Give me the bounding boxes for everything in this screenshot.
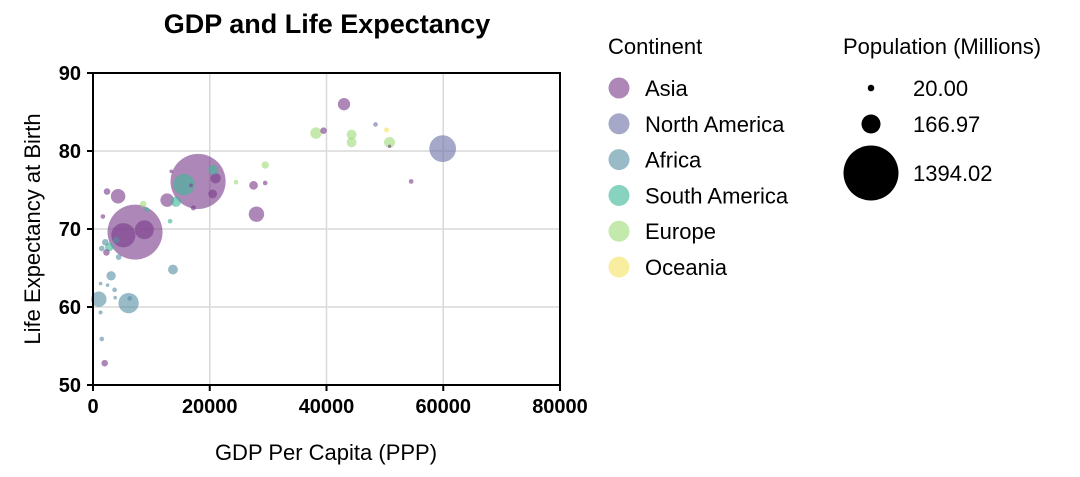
data-point-asia[interactable] [169, 169, 174, 174]
data-point-africa[interactable] [127, 296, 133, 301]
data-point-north-america[interactable] [373, 122, 378, 127]
axis-ticks: 0 20000 40000 60000 80000 50 60 70 80 90 [59, 63, 588, 418]
legend-label-north-america: North America [645, 112, 785, 137]
legend-label-south-america: South America [645, 183, 789, 208]
x-tick-label: 0 [87, 396, 98, 418]
data-point-south-america[interactable] [208, 164, 219, 175]
data-point-africa[interactable] [99, 336, 105, 342]
data-point-africa[interactable] [112, 287, 117, 293]
data-point-africa[interactable] [113, 236, 120, 244]
data-point-africa[interactable] [106, 271, 116, 281]
legend-swatch-south-america [608, 184, 630, 206]
data-point-asia[interactable] [248, 206, 265, 222]
size-legend-marker [867, 84, 875, 92]
legend-label-africa: Africa [645, 148, 702, 173]
data-point-africa[interactable] [98, 281, 103, 286]
x-tick-label: 60000 [415, 396, 471, 418]
y-tick-label: 60 [59, 297, 81, 319]
data-point-south-america[interactable] [170, 196, 182, 207]
data-point-asia[interactable] [111, 223, 136, 248]
data-point-europe[interactable] [346, 137, 357, 148]
x-tick-label: 80000 [532, 396, 588, 418]
data-point-asia[interactable] [101, 359, 108, 367]
y-tick-label: 70 [59, 219, 81, 241]
size-legend-title: Population (Millions) [843, 34, 1041, 59]
data-point-europe[interactable] [310, 127, 322, 139]
data-point-asia[interactable] [160, 193, 174, 207]
x-axis-label: GDP Per Capita (PPP) [215, 440, 437, 465]
data-point-north-america[interactable] [429, 135, 457, 163]
data-point-europe[interactable] [384, 136, 396, 148]
x-tick-label: 40000 [299, 396, 355, 418]
data-points [91, 98, 457, 367]
data-point-europe[interactable] [233, 179, 239, 185]
data-point-asia[interactable] [320, 127, 327, 135]
data-point-asia[interactable] [103, 188, 111, 195]
data-point-africa[interactable] [98, 245, 105, 252]
legend-swatch-oceania [608, 256, 630, 278]
size-legend-marker [843, 145, 899, 201]
data-point-africa[interactable] [118, 292, 139, 314]
data-point-south-america[interactable] [167, 218, 173, 224]
data-point-africa[interactable] [101, 238, 109, 246]
color-legend-title: Continent [608, 34, 702, 59]
data-point-asia[interactable] [249, 180, 258, 190]
size-legend: 20.00 166.97 1394.02 [843, 76, 993, 201]
data-point-asia[interactable] [262, 180, 268, 186]
data-point-africa[interactable] [98, 310, 103, 315]
data-point-asia[interactable] [189, 183, 193, 188]
legend-swatch-africa [608, 149, 630, 171]
data-point-africa[interactable] [91, 291, 107, 307]
data-point-africa[interactable] [113, 295, 117, 300]
size-legend-marker [861, 114, 881, 134]
data-point-asia[interactable] [387, 144, 392, 148]
x-tick-label: 20000 [182, 396, 238, 418]
legend-swatch-europe [608, 220, 630, 242]
legend-label-europe: Europe [645, 219, 716, 244]
data-point-asia[interactable] [110, 188, 126, 204]
chart-title: GDP and Life Expectancy [164, 9, 491, 39]
data-point-europe[interactable] [346, 129, 357, 140]
data-point-asia[interactable] [337, 98, 351, 111]
legend-swatch-north-america [608, 113, 630, 135]
color-legend: Asia North America Africa South America Euro… [608, 76, 789, 280]
data-point-asia[interactable] [134, 220, 154, 240]
data-point-south-america[interactable] [144, 207, 150, 212]
y-tick-label: 90 [59, 63, 81, 85]
data-point-africa[interactable] [115, 254, 122, 260]
data-point-asia[interactable] [103, 249, 110, 256]
legend-label-asia: Asia [645, 76, 689, 101]
data-point-europe[interactable] [261, 161, 269, 169]
y-tick-label: 50 [59, 375, 81, 397]
y-tick-label: 80 [59, 141, 81, 163]
data-point-africa[interactable] [168, 264, 178, 275]
data-point-oceania[interactable] [384, 127, 390, 133]
data-point-africa[interactable] [105, 283, 110, 287]
data-point-europe[interactable] [139, 200, 147, 208]
grid [93, 73, 560, 385]
data-point-asia[interactable] [210, 173, 221, 184]
legend-label-oceania: Oceania [645, 255, 728, 280]
size-legend-label: 1394.02 [913, 161, 993, 186]
data-point-asia[interactable] [100, 214, 106, 219]
y-axis-label: Life Expectancy at Birth [20, 113, 45, 344]
data-point-asia[interactable] [208, 189, 218, 199]
size-legend-label: 20.00 [913, 76, 968, 101]
legend-swatch-asia [608, 77, 630, 99]
size-legend-label: 166.97 [913, 112, 980, 137]
data-point-asia[interactable] [190, 205, 196, 211]
data-point-south-america[interactable] [173, 173, 195, 196]
data-point-asia[interactable] [408, 179, 414, 184]
